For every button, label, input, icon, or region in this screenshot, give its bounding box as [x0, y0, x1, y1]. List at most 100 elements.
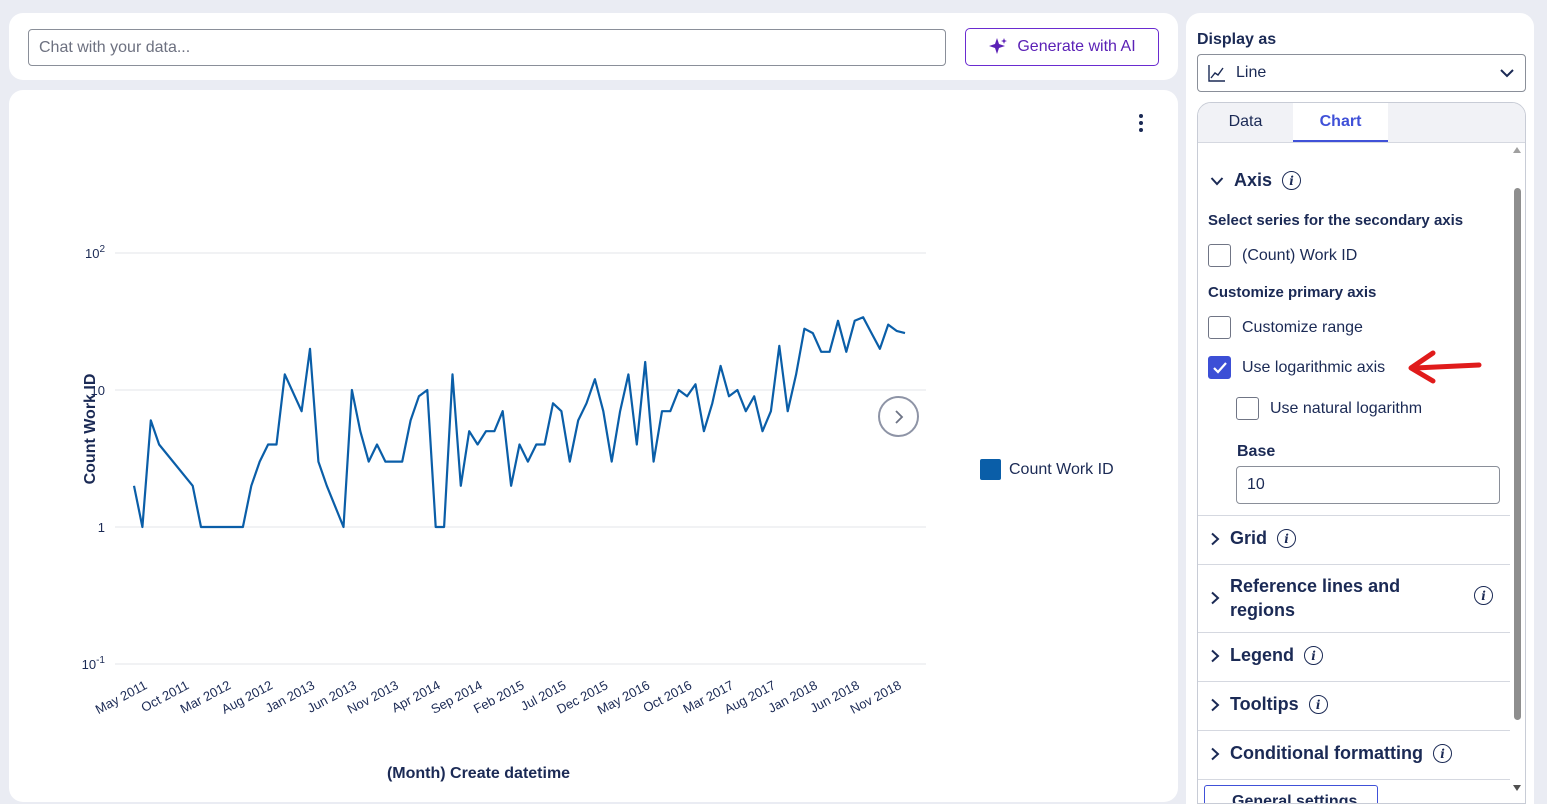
- data-point[interactable]: [895, 329, 899, 333]
- data-point[interactable]: [635, 443, 639, 447]
- data-point[interactable]: [735, 388, 739, 392]
- data-point[interactable]: [601, 409, 605, 413]
- info-icon[interactable]: i: [1277, 529, 1297, 548]
- general-settings-button[interactable]: General settings: [1204, 785, 1378, 803]
- data-point[interactable]: [300, 409, 304, 413]
- data-point[interactable]: [476, 443, 480, 447]
- log-axis-option[interactable]: Use logarithmic axis: [1208, 356, 1385, 379]
- secondary-axis-option[interactable]: (Count) Work ID: [1208, 244, 1357, 267]
- chat-input[interactable]: [28, 29, 946, 66]
- data-point[interactable]: [618, 409, 622, 413]
- customize-range-checkbox[interactable]: [1208, 316, 1231, 339]
- data-point[interactable]: [383, 460, 387, 464]
- data-point[interactable]: [777, 344, 781, 348]
- data-point[interactable]: [199, 525, 203, 529]
- data-point[interactable]: [585, 401, 589, 405]
- data-point[interactable]: [249, 484, 253, 488]
- data-point[interactable]: [132, 484, 136, 488]
- data-point[interactable]: [342, 525, 346, 529]
- data-point[interactable]: [844, 350, 848, 354]
- data-point[interactable]: [266, 443, 270, 447]
- info-icon[interactable]: i: [1308, 695, 1328, 714]
- info-icon[interactable]: i: [1432, 744, 1452, 763]
- data-point[interactable]: [593, 377, 597, 381]
- data-point[interactable]: [283, 372, 287, 376]
- data-point[interactable]: [409, 418, 413, 422]
- data-point[interactable]: [576, 418, 580, 422]
- data-point[interactable]: [442, 525, 446, 529]
- data-point[interactable]: [652, 460, 656, 464]
- data-point[interactable]: [241, 525, 245, 529]
- data-point[interactable]: [677, 388, 681, 392]
- display-as-select[interactable]: Line: [1197, 54, 1526, 92]
- data-point[interactable]: [568, 460, 572, 464]
- data-point[interactable]: [861, 315, 865, 319]
- data-point[interactable]: [450, 372, 454, 376]
- data-point[interactable]: [559, 409, 563, 413]
- secondary-axis-checkbox[interactable]: [1208, 244, 1231, 267]
- data-point[interactable]: [802, 327, 806, 331]
- data-point[interactable]: [719, 364, 723, 368]
- legend-section-header[interactable]: Legend i: [1210, 645, 1324, 666]
- data-point[interactable]: [819, 350, 823, 354]
- info-icon[interactable]: i: [1474, 586, 1493, 605]
- data-point[interactable]: [358, 429, 362, 433]
- data-point[interactable]: [811, 331, 815, 335]
- data-point[interactable]: [325, 484, 329, 488]
- data-point[interactable]: [643, 360, 647, 364]
- info-icon[interactable]: i: [1282, 171, 1302, 190]
- tooltips-section-header[interactable]: Tooltips i: [1210, 694, 1328, 715]
- data-point[interactable]: [274, 443, 278, 447]
- data-point[interactable]: [761, 429, 765, 433]
- data-point[interactable]: [769, 409, 773, 413]
- data-point[interactable]: [710, 401, 714, 405]
- data-point[interactable]: [752, 394, 756, 398]
- data-point[interactable]: [157, 443, 161, 447]
- data-point[interactable]: [425, 388, 429, 392]
- data-point[interactable]: [492, 429, 496, 433]
- data-point[interactable]: [886, 323, 890, 327]
- reference-lines-section-header[interactable]: Reference lines and regions: [1210, 574, 1450, 622]
- data-point[interactable]: [534, 443, 538, 447]
- data-point[interactable]: [693, 382, 697, 386]
- data-point[interactable]: [149, 418, 153, 422]
- data-point[interactable]: [551, 401, 555, 405]
- generate-with-ai-button[interactable]: Generate with AI: [965, 28, 1159, 66]
- scrollbar-thumb[interactable]: [1514, 188, 1521, 720]
- data-point[interactable]: [400, 460, 404, 464]
- data-point[interactable]: [350, 388, 354, 392]
- axis-section-header[interactable]: Axis i: [1210, 170, 1302, 191]
- data-point[interactable]: [484, 429, 488, 433]
- data-point[interactable]: [518, 443, 522, 447]
- data-point[interactable]: [626, 372, 630, 376]
- data-point[interactable]: [786, 409, 790, 413]
- data-point[interactable]: [417, 394, 421, 398]
- more-options-icon[interactable]: [1137, 114, 1145, 132]
- tab-data[interactable]: Data: [1228, 113, 1263, 130]
- data-point[interactable]: [744, 409, 748, 413]
- data-point[interactable]: [191, 484, 195, 488]
- grid-section-header[interactable]: Grid i: [1210, 528, 1297, 549]
- data-point[interactable]: [828, 350, 832, 354]
- data-point[interactable]: [367, 460, 371, 464]
- data-point[interactable]: [501, 409, 505, 413]
- data-point[interactable]: [467, 429, 471, 433]
- data-point[interactable]: [610, 460, 614, 464]
- log-axis-checkbox[interactable]: [1208, 356, 1231, 379]
- conditional-formatting-section-header[interactable]: Conditional formatting i: [1210, 743, 1452, 764]
- data-point[interactable]: [308, 347, 312, 351]
- tab-chart[interactable]: Chart: [1293, 103, 1388, 142]
- data-point[interactable]: [878, 347, 882, 351]
- data-point[interactable]: [509, 484, 513, 488]
- chart-next-button[interactable]: [878, 396, 919, 437]
- data-point[interactable]: [316, 460, 320, 464]
- data-point[interactable]: [434, 525, 438, 529]
- data-point[interactable]: [392, 460, 396, 464]
- customize-range-option[interactable]: Customize range: [1208, 316, 1363, 339]
- data-point[interactable]: [258, 460, 262, 464]
- data-point[interactable]: [140, 525, 144, 529]
- data-point[interactable]: [526, 460, 530, 464]
- info-icon[interactable]: i: [1304, 646, 1324, 665]
- data-point[interactable]: [794, 372, 798, 376]
- data-point[interactable]: [459, 484, 463, 488]
